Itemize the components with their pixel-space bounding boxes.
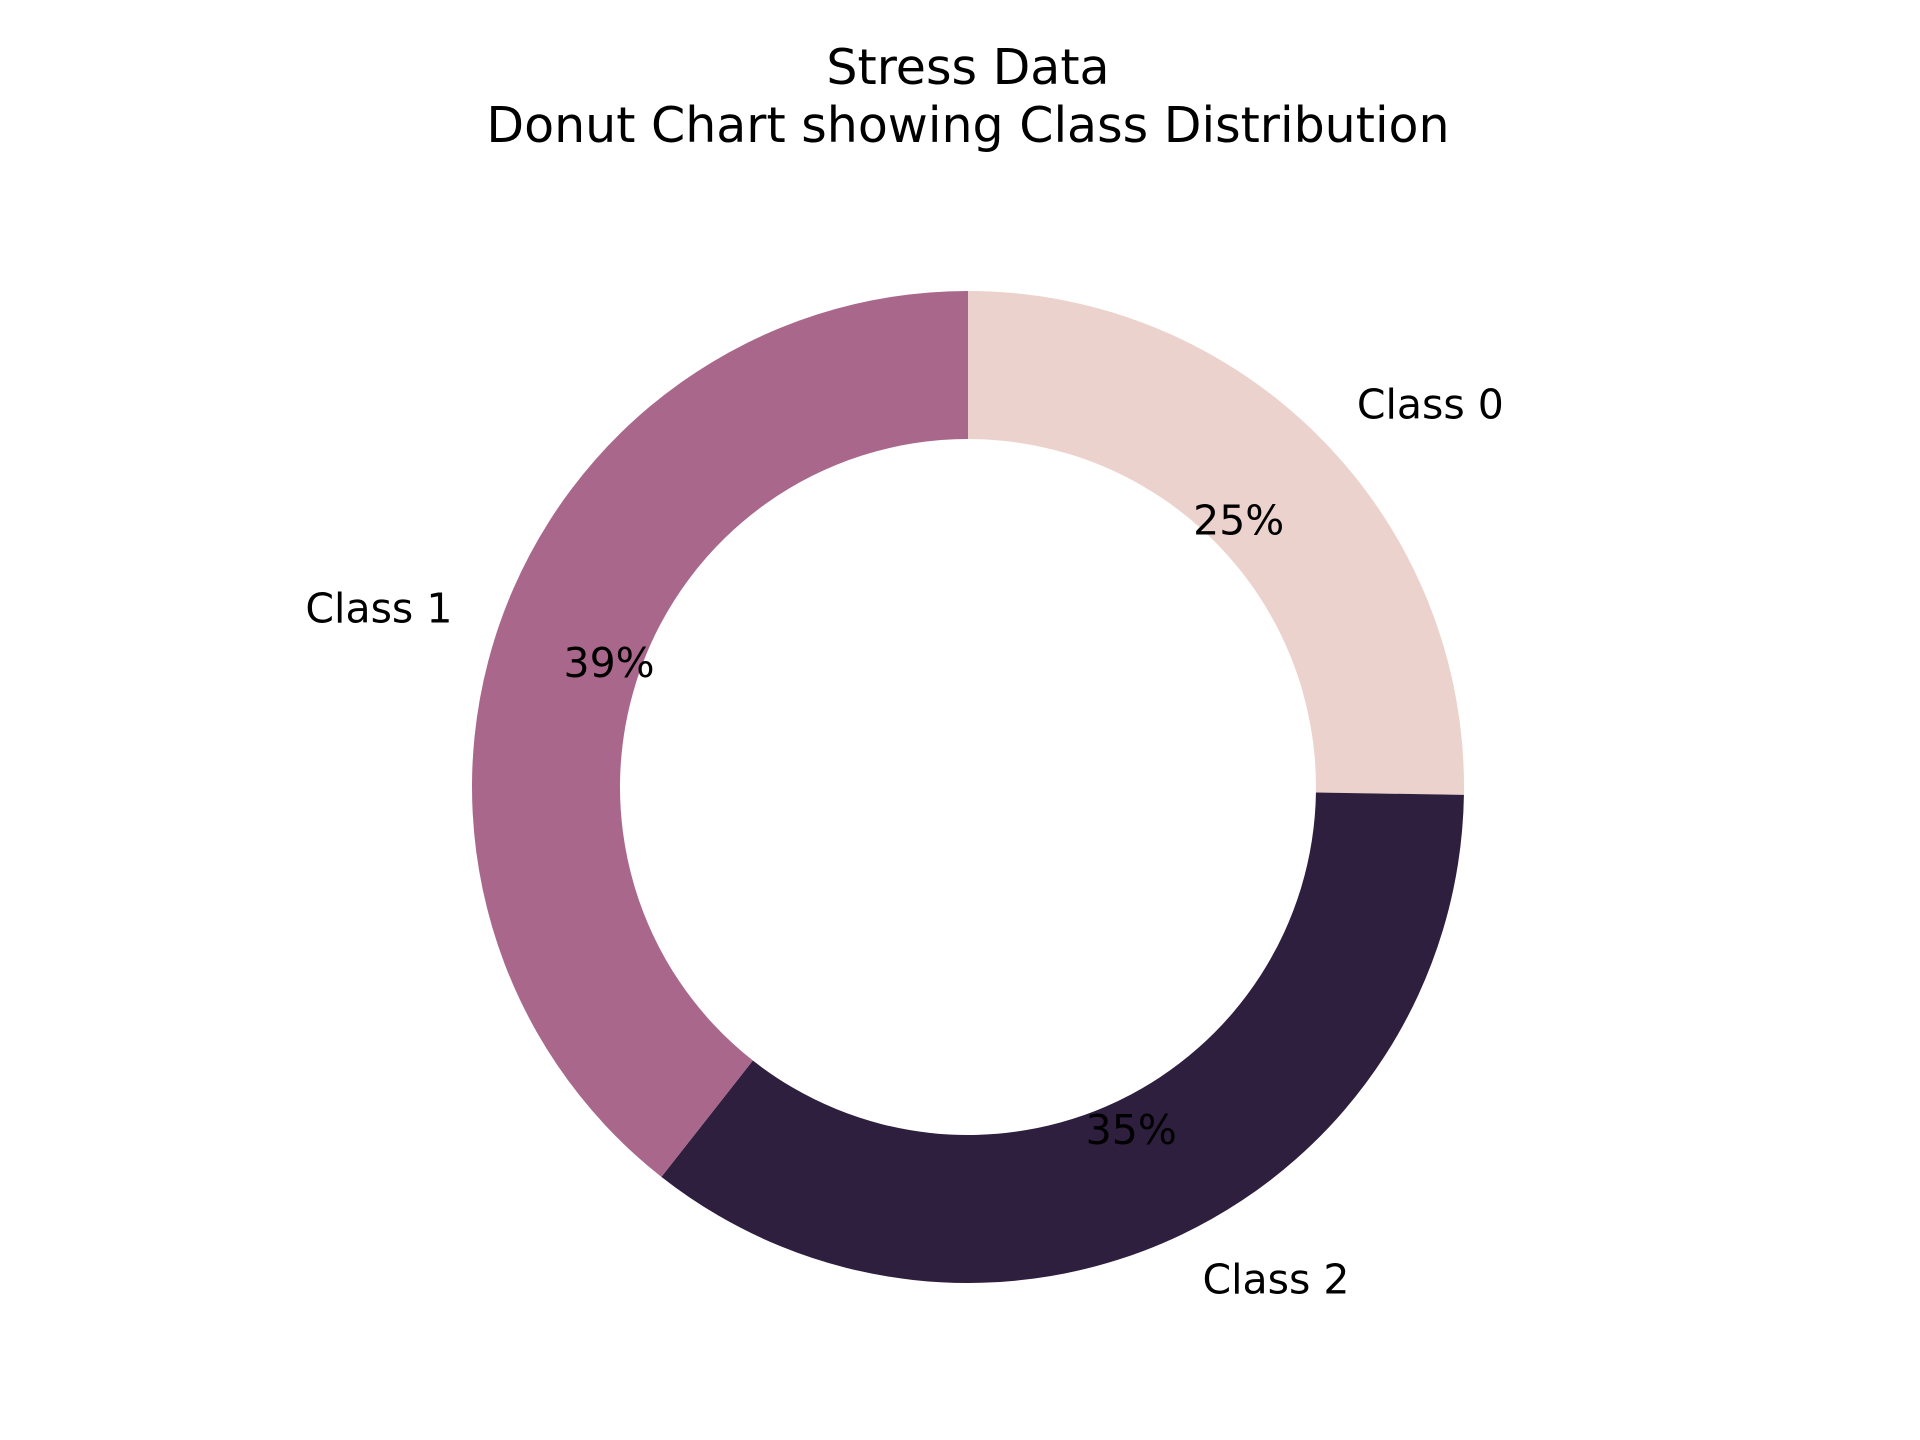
slice-labels: Class 0 25% Class 2 35% Class 1 39% (305, 380, 1503, 1303)
chart-subtitle: Donut Chart showing Class Distribution (486, 97, 1449, 154)
slice-label-class-1: Class 1 (305, 585, 452, 633)
slice-class-0 (968, 291, 1464, 795)
pct-label-class-1: 39% (564, 639, 655, 687)
chart-title: Stress Data (826, 39, 1109, 96)
pct-label-class-2: 35% (1086, 1106, 1177, 1154)
pct-label-class-0: 25% (1193, 497, 1284, 545)
donut-slices (472, 291, 1464, 1283)
slice-class-1 (472, 291, 968, 1177)
slice-label-class-0: Class 0 (1357, 380, 1504, 428)
slice-label-class-2: Class 2 (1202, 1256, 1349, 1304)
slice-class-2 (661, 792, 1464, 1283)
